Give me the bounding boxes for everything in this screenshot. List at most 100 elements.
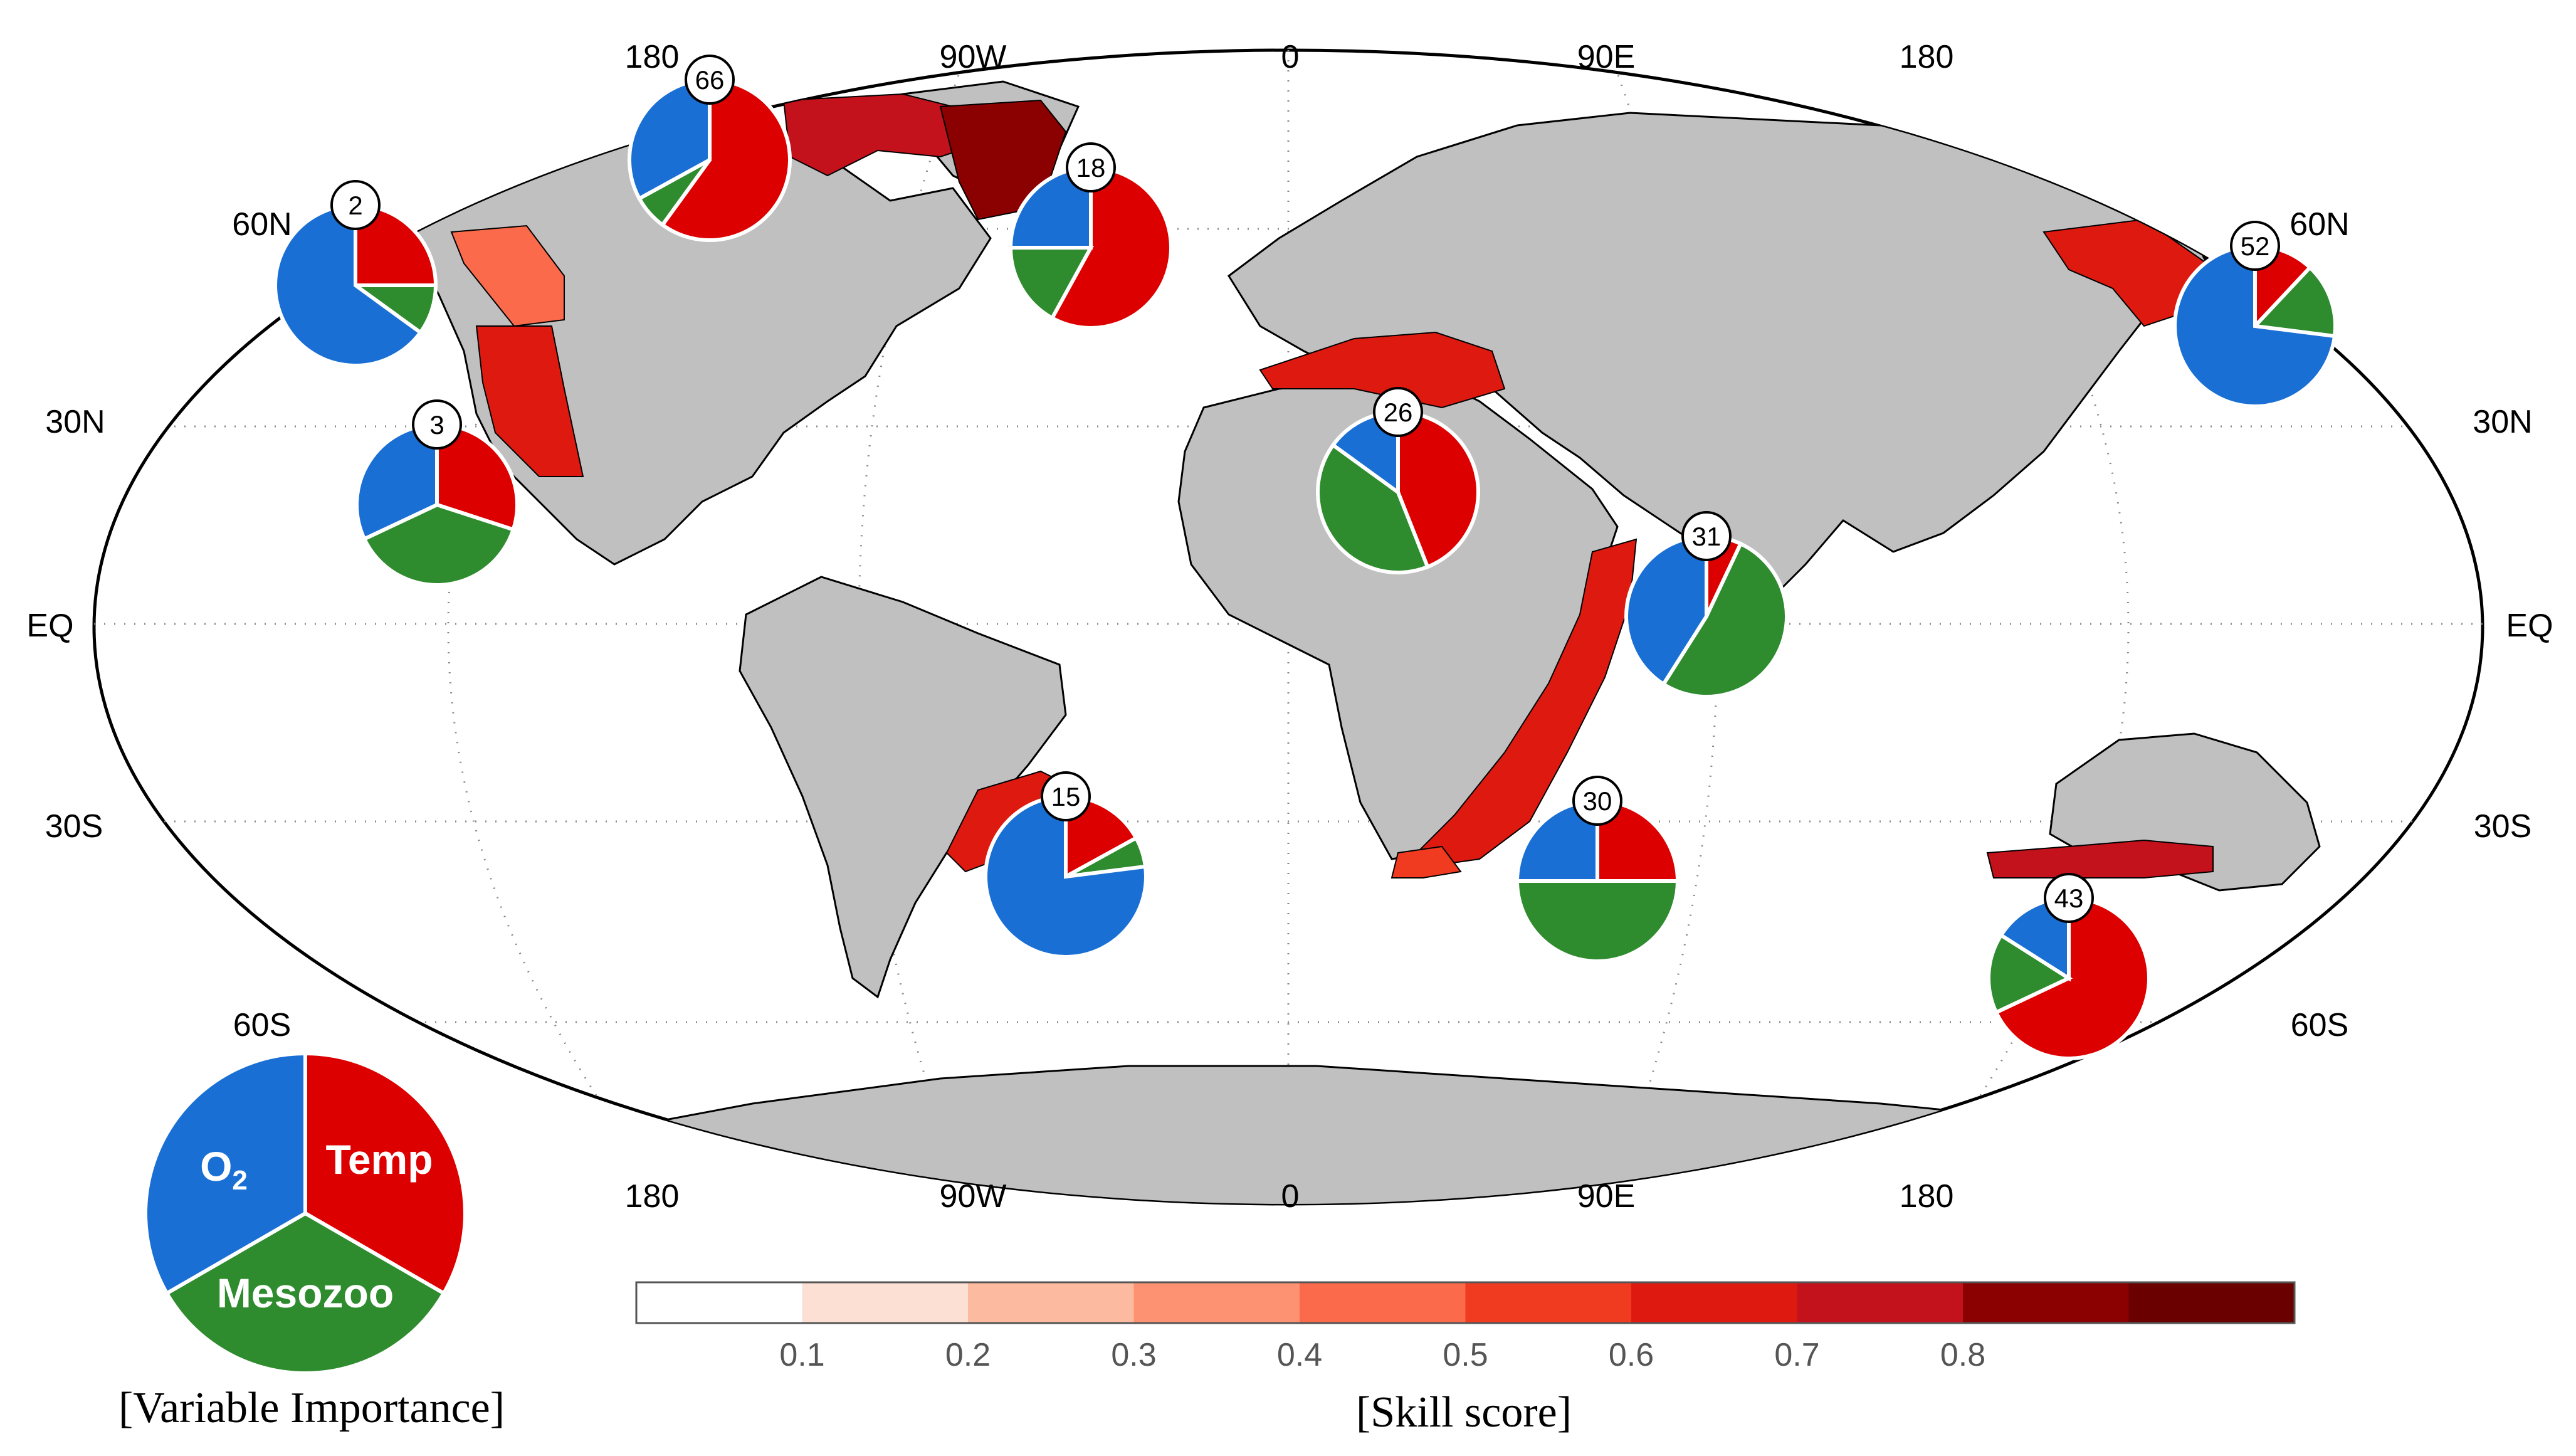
colorbar-segment-4 [1300, 1282, 1466, 1323]
region-18-pie [1008, 165, 1173, 330]
skill-region-26 [1259, 331, 1506, 409]
lat-label-left-30n: 30N [45, 404, 105, 440]
lon-label-top-180w: 180 [625, 39, 680, 75]
colorbar-tick-label: 0.2 [945, 1337, 991, 1373]
region-66-label: 66 [695, 65, 725, 95]
colorbar-caption: [Skill score] [1356, 1388, 1572, 1437]
colorbar-tick-label: 0.3 [1111, 1337, 1156, 1373]
region-52-label-badge [2230, 221, 2280, 271]
colorbar-segment-5 [1465, 1282, 1632, 1323]
skill-region-30 [1391, 845, 1462, 878]
region-43-temp-slice [1994, 895, 2151, 1060]
region-3-mesozoo-slice [362, 502, 516, 587]
legend-o2-slice [144, 1051, 307, 1296]
lat-label-right-60n: 60N [2289, 206, 2349, 243]
colorbar-tick-label: 0.4 [1277, 1337, 1322, 1373]
legend-temp-slice [303, 1051, 467, 1296]
legend-labels: O2 Temp Mesozoo [200, 1136, 433, 1316]
region-31-pie [1624, 534, 1789, 699]
region-43-label-badge [2044, 873, 2094, 923]
region-15-pie [984, 794, 1148, 959]
colorbar-tick-label: 0.6 [1609, 1337, 1654, 1373]
region-26-label: 26 [1384, 398, 1413, 427]
region-43-pie [1987, 895, 2151, 1060]
colorbar-frame [635, 1281, 2296, 1324]
lon-label-top-90w: 90W [940, 39, 1007, 75]
region-2-label-badge [330, 180, 381, 230]
skill-score-colorbar [635, 1281, 2296, 1324]
region-52-o2-slice [2173, 243, 2337, 408]
legend-mesozoo-slice [164, 1211, 446, 1375]
region-2-pie [273, 203, 438, 367]
lat-labels-right: 60N 30N EQ 30S 60S [2289, 206, 2553, 1043]
colorbar-tick-label: 0.1 [779, 1337, 824, 1373]
skill-region-66 [782, 93, 979, 177]
colorbar-segment-2 [968, 1282, 1134, 1323]
legend-caption: [Variable Importance] [118, 1384, 505, 1432]
region-31-label-badge [1681, 511, 1732, 561]
region-30-mesozoo-slice [1515, 879, 1680, 963]
colorbar-segment-1 [802, 1282, 969, 1323]
colorbar-segment-3 [1133, 1282, 1300, 1323]
lon-label-bottom-0: 0 [1281, 1178, 1300, 1215]
lat-label-left-60n: 60N [232, 206, 292, 243]
lon-label-bottom-90w: 90W [940, 1178, 1007, 1215]
region-3-pie [355, 422, 519, 587]
lat-label-right-eq: EQ [2506, 608, 2553, 644]
lon-label-bottom-90e: 90E [1577, 1178, 1636, 1215]
region-26-mesozoo-slice [1316, 442, 1431, 574]
region-31-o2-slice [1624, 534, 1708, 687]
region-2-label: 2 [348, 191, 362, 220]
legend-mesozoo-label: Mesozoo [217, 1270, 394, 1316]
colorbar-segment-8 [1963, 1282, 2129, 1323]
region-66-temp-slice [660, 77, 792, 242]
region-2-o2-slice [273, 203, 423, 367]
region-43-mesozoo-slice [1987, 932, 2073, 1015]
lon-label-bottom-180w: 180 [625, 1178, 680, 1215]
lon-label-top-0: 0 [1281, 39, 1300, 75]
skill-region-3 [475, 325, 584, 477]
region-66-label-badge [685, 55, 735, 105]
skill-score-regions [450, 93, 2214, 878]
colorbar-tick-label: 0.7 [1774, 1337, 1819, 1373]
region-15-label-badge [1041, 771, 1091, 821]
region-52-mesozoo-slice [2251, 265, 2337, 339]
lon-label-top-180e: 180 [1900, 39, 1954, 75]
south-america [739, 576, 1067, 999]
colorbar-tick-label: 0.5 [1443, 1337, 1488, 1373]
region-30-label-badge [1572, 776, 1622, 826]
region-52-pie [2173, 243, 2337, 408]
region-31-label: 31 [1692, 522, 1722, 551]
skill-region-2 [450, 224, 565, 327]
region-3-label: 3 [429, 410, 444, 440]
legend-temp-label: Temp [325, 1136, 433, 1183]
lat-label-right-30n: 30N [2473, 404, 2532, 440]
region-30-pie [1515, 798, 1680, 963]
lat-label-left-30s: 30S [45, 808, 103, 845]
region-52-label: 52 [2241, 231, 2270, 261]
region-18-temp-slice [1049, 165, 1173, 330]
colorbar-segment-0 [636, 1282, 802, 1323]
lon-label-bottom-180e: 180 [1900, 1178, 1954, 1215]
region-15-o2-slice [984, 794, 1148, 959]
lon-label-top-90e: 90E [1577, 39, 1636, 75]
lon-labels-top: 180 90W 0 90E 180 [625, 39, 1954, 75]
region-18-label: 18 [1076, 153, 1106, 182]
region-43-label: 43 [2054, 884, 2084, 913]
region-18-mesozoo-slice [1008, 246, 1095, 321]
variable-importance-pies: 66 18 2 3 52 26 31 15 30 43 [273, 55, 2337, 1060]
lat-label-left-60s: 60S [233, 1007, 292, 1043]
region-3-label-badge [412, 399, 462, 450]
region-18-label-badge [1066, 142, 1116, 193]
lat-label-right-30s: 30S [2474, 808, 2532, 845]
region-26-label-badge [1373, 387, 1423, 437]
lon-labels-bottom: 180 90W 0 90E 180 [625, 1178, 1954, 1215]
legend-o2-label: O2 [200, 1143, 248, 1196]
legend-pie [144, 1051, 467, 1375]
colorbar-segment-6 [1631, 1282, 1797, 1323]
colorbar-segment-9 [2128, 1282, 2295, 1323]
colorbar-tick-label: 0.8 [1940, 1337, 1985, 1373]
region-30-label: 30 [1583, 786, 1612, 816]
legend-pie [144, 1051, 467, 1375]
